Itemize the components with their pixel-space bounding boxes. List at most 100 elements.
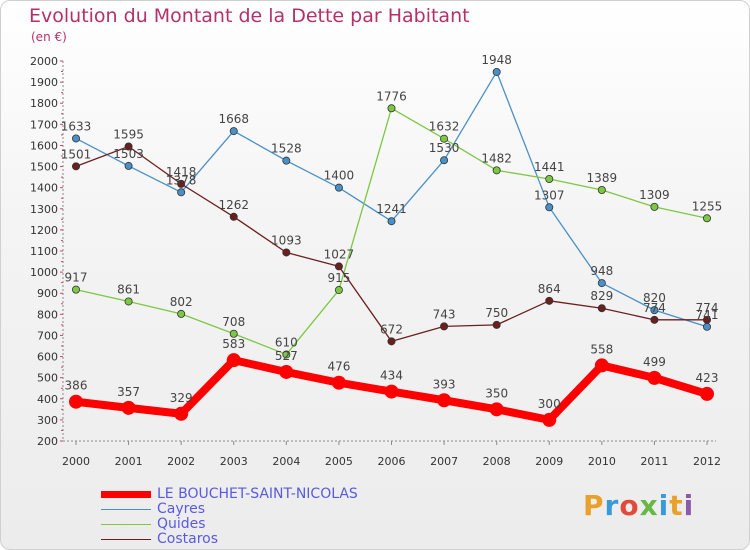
data-label: 948: [590, 264, 613, 278]
y-tick-label: 900: [37, 287, 58, 300]
y-tick-label: 500: [37, 372, 58, 385]
data-point: [69, 394, 83, 409]
data-label: 1632: [429, 120, 460, 134]
data-point: [650, 315, 659, 324]
data-point: [226, 353, 241, 368]
data-label: 499: [643, 355, 666, 369]
data-point: [492, 320, 501, 329]
series-costaros: [72, 142, 712, 346]
data-label: 917: [65, 271, 88, 285]
data-point: [282, 156, 291, 165]
y-tick-label: 800: [37, 308, 58, 321]
series-line: [75, 107, 708, 356]
data-point: [492, 67, 501, 76]
data-label: 1389: [587, 171, 618, 185]
data-label: 774: [696, 301, 719, 315]
data-point: [72, 134, 81, 143]
data-label: 1482: [481, 151, 512, 165]
data-point: [545, 296, 554, 305]
data-label: 743: [433, 307, 456, 321]
data-point: [597, 279, 606, 288]
data-label: 1530: [429, 141, 460, 155]
data-point: [650, 306, 659, 315]
data-label: 820: [643, 291, 666, 305]
data-point: [229, 212, 238, 221]
legend-swatch: [101, 509, 151, 510]
data-point: [177, 309, 186, 318]
data-label: 434: [380, 369, 403, 383]
data-label: 1309: [639, 188, 670, 202]
y-tick-label: 1000: [30, 266, 58, 279]
data-label: 915: [327, 271, 350, 285]
data-point: [440, 322, 449, 331]
chart-title: Evolution du Montant de la Dette par Hab…: [29, 5, 470, 27]
data-label: 1307: [534, 188, 565, 202]
data-point: [440, 134, 449, 143]
data-label: 357: [117, 385, 140, 399]
legend-label: Quides: [157, 516, 206, 532]
legend-label: Costaros: [157, 531, 219, 547]
data-point: [703, 214, 712, 223]
series-layer: [69, 67, 714, 427]
data-label: 1528: [271, 142, 302, 156]
y-tick-label: 1100: [30, 245, 58, 258]
data-label: 750: [485, 306, 508, 320]
data-label: 558: [590, 342, 613, 356]
logo-letter: o: [619, 489, 640, 522]
y-tick-label: 2000: [30, 55, 58, 68]
x-tick-label: 2006: [378, 455, 406, 468]
proxiti-logo: Proxiti: [583, 489, 694, 522]
logo-letter: t: [669, 489, 684, 522]
data-point: [334, 286, 343, 295]
data-label: 1418: [166, 165, 197, 179]
data-point: [597, 304, 606, 313]
data-label: 386: [65, 379, 88, 393]
data-label: 350: [485, 386, 508, 400]
y-tick-label: 1600: [30, 139, 58, 152]
data-label: 1595: [113, 128, 144, 142]
data-label: 1668: [218, 112, 249, 126]
y-tick-label: 1200: [30, 224, 58, 237]
data-point: [121, 400, 136, 415]
data-point: [545, 175, 554, 184]
logo-letter: i: [683, 489, 695, 522]
x-tick-label: 2008: [483, 455, 511, 468]
y-tick-label: 400: [37, 393, 58, 406]
logo-letter: r: [604, 489, 620, 522]
data-point: [542, 412, 557, 427]
series-cayres: [72, 67, 712, 331]
data-label: 1948: [481, 53, 512, 67]
data-point: [387, 337, 396, 346]
x-tick-label: 2002: [167, 455, 195, 468]
data-point: [177, 188, 186, 197]
data-label: 1241: [376, 202, 407, 216]
legend-swatch: [101, 491, 151, 498]
data-label: 672: [380, 322, 403, 336]
chart-subtitle: (en €): [31, 30, 67, 44]
data-point: [489, 402, 504, 417]
data-point: [279, 364, 294, 379]
data-point: [334, 183, 343, 192]
data-label: 829: [590, 289, 613, 303]
data-label: 1441: [534, 160, 565, 174]
data-label: 476: [327, 360, 350, 374]
data-label: 300: [538, 397, 561, 411]
data-point: [72, 162, 81, 171]
data-point: [437, 393, 452, 408]
data-point: [594, 358, 609, 373]
y-tick-label: 1400: [30, 182, 58, 195]
data-label: 1378: [166, 173, 197, 187]
data-point: [334, 262, 343, 271]
legend-swatch: [101, 539, 151, 540]
logo-letter: P: [583, 489, 605, 522]
data-label: 1776: [376, 89, 407, 103]
x-tick-label: 2012: [693, 455, 721, 468]
x-tick-label: 2003: [220, 455, 248, 468]
data-label: 423: [696, 371, 719, 385]
series-le-bouchet-saint-nicolas: [69, 353, 714, 427]
data-point: [440, 156, 449, 165]
data-label: 802: [170, 295, 193, 309]
data-label: 610: [275, 335, 298, 349]
data-point: [331, 375, 346, 390]
